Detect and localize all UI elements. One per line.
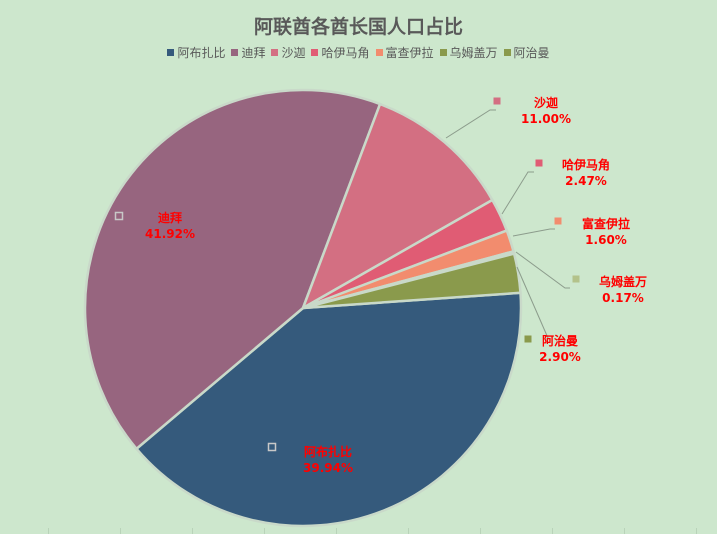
grid-tick xyxy=(696,528,697,534)
data-label-name: 乌姆盖万 xyxy=(598,275,648,289)
pie-slice[interactable] xyxy=(300,102,495,311)
data-label-value: 2.47% xyxy=(565,174,607,188)
data-label: 阿治曼 2.90% xyxy=(539,333,581,365)
legend-item[interactable]: 沙迦 xyxy=(271,44,305,61)
legend-label: 阿布扎比 xyxy=(177,46,226,60)
legend-item[interactable]: 富查伊拉 xyxy=(375,44,434,61)
data-label: 乌姆盖万 0.17% xyxy=(599,274,647,306)
leader-line xyxy=(445,109,496,139)
legend-swatch-icon xyxy=(503,49,511,56)
legend-swatch-icon xyxy=(231,49,239,56)
chart-legend: 阿布扎比 迪拜 沙迦 哈伊马角 富查伊拉 乌姆盖万 阿治曼 xyxy=(0,44,717,61)
legend-key-icon xyxy=(535,159,543,167)
data-label: 沙迦 11.00% xyxy=(521,95,571,127)
grid-tick xyxy=(624,528,625,534)
legend-swatch-icon xyxy=(439,49,447,56)
legend-swatch-icon xyxy=(167,49,175,56)
legend-key-icon xyxy=(493,97,501,105)
grid-tick xyxy=(48,528,49,534)
gridline-ticks xyxy=(0,528,717,534)
grid-tick xyxy=(480,528,481,534)
legend-label: 阿治曼 xyxy=(513,46,550,60)
data-label-name: 迪拜 xyxy=(157,211,183,225)
legend-key-icon xyxy=(267,442,277,452)
leader-line xyxy=(512,228,555,237)
legend-item[interactable]: 迪拜 xyxy=(231,44,265,61)
legend-item[interactable]: 阿治曼 xyxy=(503,44,550,61)
pie-slice[interactable] xyxy=(83,88,382,451)
data-label: 迪拜 41.92% xyxy=(145,210,195,242)
legend-label: 迪拜 xyxy=(241,46,266,60)
legend-key-icon xyxy=(524,335,532,343)
legend-swatch-icon xyxy=(271,49,279,56)
legend-key-icon xyxy=(114,211,124,221)
data-label: 阿布扎比 39.94% xyxy=(303,444,353,476)
legend-key-icon xyxy=(554,217,562,225)
data-label-value: 11.00% xyxy=(521,112,571,126)
legend-label: 哈伊马角 xyxy=(321,46,370,60)
grid-tick xyxy=(408,528,409,534)
grid-tick xyxy=(264,528,265,534)
legend-item[interactable]: 阿布扎比 xyxy=(167,44,225,61)
legend-swatch-icon xyxy=(311,49,319,56)
data-label-value: 41.92% xyxy=(145,227,195,241)
legend-item[interactable]: 哈伊马角 xyxy=(311,44,370,61)
chart-title: 阿联酋各酋长国人口占比 xyxy=(253,16,463,38)
data-label-name: 阿布扎比 xyxy=(303,445,353,459)
legend-label: 乌姆盖万 xyxy=(449,46,498,60)
data-label-name: 阿治曼 xyxy=(541,334,579,348)
data-label-name: 沙迦 xyxy=(533,96,559,110)
data-label-name: 哈伊马角 xyxy=(561,158,611,172)
grid-tick xyxy=(336,528,337,534)
legend-swatch-icon xyxy=(375,49,383,56)
legend-key-icon xyxy=(572,275,580,283)
grid-tick xyxy=(552,528,553,534)
data-label: 哈伊马角 2.47% xyxy=(562,157,610,189)
data-label-value: 39.94% xyxy=(303,461,353,475)
leader-line xyxy=(515,251,570,289)
pie-slice[interactable] xyxy=(302,252,522,310)
grid-tick xyxy=(120,528,121,534)
leader-line xyxy=(516,266,549,339)
data-label: 富查伊拉 1.60% xyxy=(582,216,630,248)
legend-item[interactable]: 乌姆盖万 xyxy=(439,44,498,61)
data-label-value: 1.60% xyxy=(585,233,627,247)
data-label-value: 2.90% xyxy=(539,350,581,364)
data-label-value: 0.17% xyxy=(602,291,644,305)
legend-label: 富查伊拉 xyxy=(385,46,434,60)
data-label-name: 富查伊拉 xyxy=(581,217,631,231)
leader-line xyxy=(501,171,534,215)
legend-label: 沙迦 xyxy=(281,46,306,60)
grid-tick xyxy=(192,528,193,534)
pie-slice[interactable] xyxy=(134,291,523,528)
